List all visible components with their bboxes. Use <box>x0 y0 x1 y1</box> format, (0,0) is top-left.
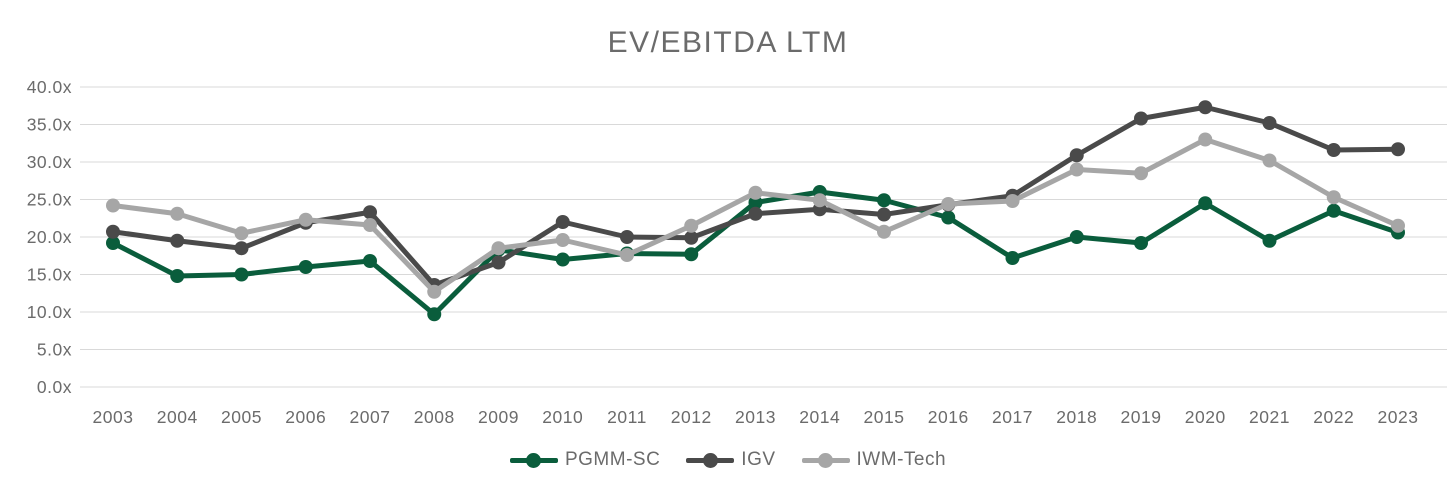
y-tick-label: 15.0x <box>27 265 72 285</box>
series-marker-iwm-tech <box>106 198 120 213</box>
series-marker-iwm-tech <box>1134 166 1148 181</box>
x-tick-label: 2010 <box>542 407 583 427</box>
series-marker-pgmm-sc <box>941 210 956 225</box>
x-tick-label: 2015 <box>864 407 905 427</box>
y-tick-label: 0.0x <box>37 377 72 397</box>
y-tick-label: 25.0x <box>27 190 72 210</box>
series-marker-igv <box>1069 148 1084 163</box>
x-tick-label: 2021 <box>1249 407 1290 427</box>
series-marker-pgmm-sc <box>234 267 249 282</box>
series-marker-iwm-tech <box>1005 194 1020 208</box>
y-tick-label: 5.0x <box>37 340 72 360</box>
series-marker-igv <box>877 207 891 222</box>
series-marker-igv <box>748 206 763 221</box>
x-tick-label: 2016 <box>928 407 969 427</box>
legend-marker-icon <box>509 452 558 468</box>
x-tick-label: 2014 <box>799 407 840 427</box>
series-marker-pgmm-sc <box>427 307 442 322</box>
chart-legend: PGMM-SC IGV IWM-Tech <box>0 449 1456 471</box>
x-tick-label: 2012 <box>671 407 712 427</box>
series-marker-igv <box>620 230 634 244</box>
x-tick-label: 2023 <box>1378 407 1419 427</box>
x-tick-label: 2008 <box>414 407 455 427</box>
series-marker-iwm-tech <box>555 233 570 247</box>
series-marker-iwm-tech <box>748 185 763 200</box>
x-tick-label: 2017 <box>992 407 1033 427</box>
series-marker-pgmm-sc <box>106 236 120 250</box>
y-tick-label: 20.0x <box>27 227 72 247</box>
series-marker-iwm-tech <box>170 206 185 221</box>
legend-item-iwm-tech: IWM-Tech <box>801 449 947 471</box>
x-tick-label: 2011 <box>607 407 647 427</box>
series-marker-iwm-tech <box>1069 162 1084 177</box>
series-marker-igv <box>1326 143 1341 157</box>
series-marker-iwm-tech <box>1262 153 1277 168</box>
series-marker-iwm-tech <box>877 224 891 239</box>
x-tick-label: 2019 <box>1121 407 1162 427</box>
y-tick-label: 35.0x <box>27 115 72 135</box>
series-marker-pgmm-sc <box>363 254 377 268</box>
x-tick-label: 2004 <box>157 407 198 427</box>
series-marker-igv <box>491 255 506 270</box>
legend-item-pgmm-sc: PGMM-SC <box>509 449 661 471</box>
series-marker-iwm-tech <box>1326 190 1341 205</box>
y-tick-label: 40.0x <box>27 77 72 97</box>
series-marker-pgmm-sc <box>1326 203 1341 218</box>
series-marker-igv <box>1198 100 1213 115</box>
series-marker-iwm-tech <box>427 284 442 299</box>
series-marker-pgmm-sc <box>1262 233 1277 248</box>
series-marker-igv <box>1262 116 1277 130</box>
series-marker-pgmm-sc <box>1069 230 1084 244</box>
legend-label: IWM-Tech <box>856 449 947 470</box>
series-marker-igv <box>555 215 570 229</box>
series-marker-iwm-tech <box>363 218 377 232</box>
series-marker-pgmm-sc <box>1134 236 1148 250</box>
series-marker-iwm-tech <box>684 218 699 233</box>
x-tick-label: 2013 <box>735 407 776 427</box>
series-marker-igv <box>684 230 699 245</box>
series-marker-igv <box>170 233 185 248</box>
series-marker-pgmm-sc <box>748 195 763 210</box>
x-tick-label: 2022 <box>1313 407 1354 427</box>
legend-label: IGV <box>741 449 776 470</box>
y-tick-label: 10.0x <box>27 302 72 322</box>
series-marker-pgmm-sc <box>170 269 185 283</box>
x-tick-label: 2003 <box>93 407 134 427</box>
series-marker-igv <box>106 224 120 239</box>
series-marker-iwm-tech <box>941 197 956 211</box>
series-marker-igv <box>363 205 377 220</box>
legend-label: PGMM-SC <box>564 449 661 470</box>
series-marker-pgmm-sc <box>298 260 313 274</box>
legend-item-igv: IGV <box>686 449 775 471</box>
series-marker-iwm-tech <box>620 248 634 262</box>
series-marker-iwm-tech <box>1198 132 1213 147</box>
x-tick-label: 2020 <box>1185 407 1226 427</box>
legend-marker-icon <box>686 452 735 468</box>
series-marker-pgmm-sc <box>1005 251 1020 265</box>
chart-title: EV/EBITDA LTM <box>607 26 849 59</box>
series-marker-pgmm-sc <box>877 193 891 208</box>
series-marker-pgmm-sc <box>555 252 570 267</box>
series-marker-pgmm-sc <box>1198 196 1213 211</box>
series-marker-iwm-tech <box>1391 218 1405 233</box>
series-marker-iwm-tech <box>491 241 506 256</box>
series-marker-igv <box>234 241 249 256</box>
series-marker-iwm-tech <box>234 226 249 241</box>
x-tick-label: 2007 <box>350 407 391 427</box>
legend-marker-icon <box>801 452 850 468</box>
series-marker-iwm-tech <box>298 212 313 227</box>
x-tick-label: 2005 <box>221 407 262 427</box>
series-marker-igv <box>1391 142 1405 157</box>
series-marker-igv <box>1134 111 1148 126</box>
y-tick-label: 30.0x <box>27 152 72 172</box>
series-marker-pgmm-sc <box>684 247 699 262</box>
series-marker-iwm-tech <box>812 193 827 208</box>
x-tick-label: 2006 <box>285 407 326 427</box>
x-tick-label: 2018 <box>1056 407 1097 427</box>
x-tick-label: 2009 <box>478 407 519 427</box>
